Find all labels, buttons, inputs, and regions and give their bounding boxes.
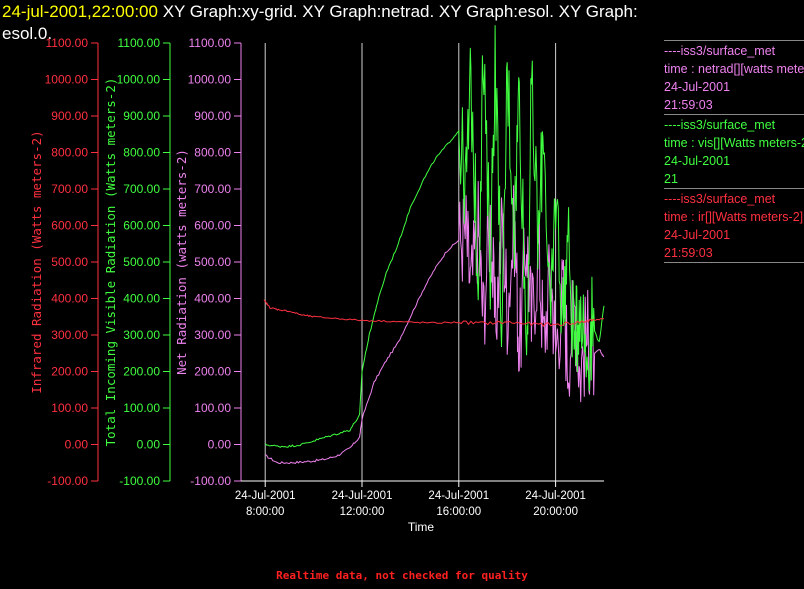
y-tick-label: -100.00 <box>47 474 88 488</box>
y-tick-label: 200.00 <box>51 365 88 379</box>
legend-variable: time : netrad[][watts meters-2] <box>664 62 804 76</box>
y-tick-label: -100.00 <box>119 474 160 488</box>
y-axis-0: -100.00 0.00 100.00 200.00 300.00 400.00 500.0… <box>29 36 99 488</box>
x-tick-label-date: 24-Jul-2001 <box>235 490 296 502</box>
legend-date: 24-Jul-2001 <box>664 80 731 94</box>
y-tick-label: 100.00 <box>51 401 88 415</box>
y-tick-label: 600.00 <box>123 219 160 233</box>
legend-entry-ir: ----iss3/surface_met time : ir[][Watts m… <box>664 188 804 262</box>
y-tick-label: 0.00 <box>208 438 232 452</box>
series-line-vis <box>264 25 605 448</box>
series-line-netrad <box>264 181 605 465</box>
y-tick-label: 700.00 <box>123 182 160 196</box>
legend-source: ----iss3/surface_met <box>664 118 776 132</box>
legend: ----iss3/surface_met time : netrad[][wat… <box>664 40 804 263</box>
header: 24-jul-2001,22:00:00 XY Graph:xy-grid. X… <box>2 1 762 45</box>
x-tick-label-time: 20:00:00 <box>533 506 578 518</box>
y-tick-label: 900.00 <box>51 109 88 123</box>
legend-time: 21:59:03 <box>664 246 713 260</box>
legend-divider <box>664 262 804 263</box>
legend-date: 24-Jul-2001 <box>664 228 731 242</box>
x-tick-label-time: 8:00:00 <box>246 506 284 518</box>
legend-time: 21:59:03 <box>664 98 713 112</box>
timestamp: 24-jul-2001,22:00:00 <box>2 2 158 21</box>
y-tick-label: 400.00 <box>123 292 160 306</box>
y-axis-2: -100.00 0.00 100.00 200.00 300.00 400.00 500.0… <box>174 36 242 488</box>
legend-source: ----iss3/surface_met <box>664 192 776 206</box>
y-tick-label: 400.00 <box>51 292 88 306</box>
y-axis-title: Infrared Radiation (Watts meters-2) <box>29 130 44 393</box>
x-tick-label-date: 24-Jul-2001 <box>332 490 393 502</box>
legend-entry-vis: ----iss3/surface_met time : vis[][Watts … <box>664 114 804 188</box>
x-axis-title: Time <box>408 520 435 534</box>
x-tick-label-time: 16:00:00 <box>436 506 481 518</box>
y-tick-label: 400.00 <box>194 292 231 306</box>
y-tick-label: 1000.00 <box>188 73 232 87</box>
y-tick-label: 0.00 <box>137 438 161 452</box>
legend-variable: time : ir[][Watts meters-2] <box>664 210 804 224</box>
legend-date: 24-Jul-2001 <box>664 154 731 168</box>
y-tick-label: 500.00 <box>51 255 88 269</box>
y-tick-label: 900.00 <box>194 109 231 123</box>
y-tick-label: 800.00 <box>51 146 88 160</box>
y-tick-label: 100.00 <box>123 401 160 415</box>
y-tick-label: 1100.00 <box>189 36 232 50</box>
y-tick-label: 700.00 <box>51 182 88 196</box>
series-line-ir <box>263 299 605 328</box>
y-axis-title: Total Incoming Visible Radiation (Watts … <box>103 78 118 447</box>
x-tick-label-date: 24-Jul-2001 <box>428 490 489 502</box>
y-tick-label: 300.00 <box>194 328 231 342</box>
graph-titles-continued: esol.0. <box>2 24 53 43</box>
y-tick-label: 500.00 <box>194 255 231 269</box>
y-tick-label: 600.00 <box>51 219 88 233</box>
y-tick-label: 300.00 <box>123 328 160 342</box>
legend-entry-netrad: ----iss3/surface_met time : netrad[][wat… <box>664 40 804 114</box>
y-tick-label: 800.00 <box>123 146 160 160</box>
legend-source: ----iss3/surface_met <box>664 44 776 58</box>
y-tick-label: 700.00 <box>194 182 231 196</box>
legend-variable: time : vis[][Watts meters-2] <box>664 136 804 150</box>
y-tick-label: 500.00 <box>123 255 160 269</box>
y-tick-label: 200.00 <box>194 365 231 379</box>
x-tick-label-date: 24-Jul-2001 <box>525 490 586 502</box>
quality-note: Realtime data, not checked for quality <box>276 569 528 582</box>
legend-time: 21 <box>664 172 678 186</box>
y-tick-label: 200.00 <box>123 365 160 379</box>
y-tick-label: 1100.00 <box>46 36 89 50</box>
y-tick-label: 800.00 <box>194 146 231 160</box>
y-tick-label: 1000.00 <box>117 73 161 87</box>
y-tick-label: 100.00 <box>194 401 231 415</box>
y-tick-label: 300.00 <box>51 328 88 342</box>
y-tick-label: -100.00 <box>190 474 231 488</box>
y-axis-1: -100.00 0.00 100.00 200.00 300.00 400.00 500.0… <box>103 36 171 488</box>
x-axis: 24-Jul-2001 8:00:00 24-Jul-2001 12:00:00 24-… <box>235 480 604 534</box>
graph-titles: XY Graph:xy-grid. XY Graph:netrad. XY Gr… <box>162 2 638 21</box>
y-tick-label: 1100.00 <box>118 36 161 50</box>
y-tick-label: 900.00 <box>123 109 160 123</box>
x-tick-label-time: 12:00:00 <box>340 506 385 518</box>
y-tick-label: 0.00 <box>65 438 89 452</box>
y-tick-label: 1000.00 <box>45 73 89 87</box>
y-axis-title: Net Radiation (watts meters-2) <box>174 149 189 375</box>
y-tick-label: 600.00 <box>194 219 231 233</box>
